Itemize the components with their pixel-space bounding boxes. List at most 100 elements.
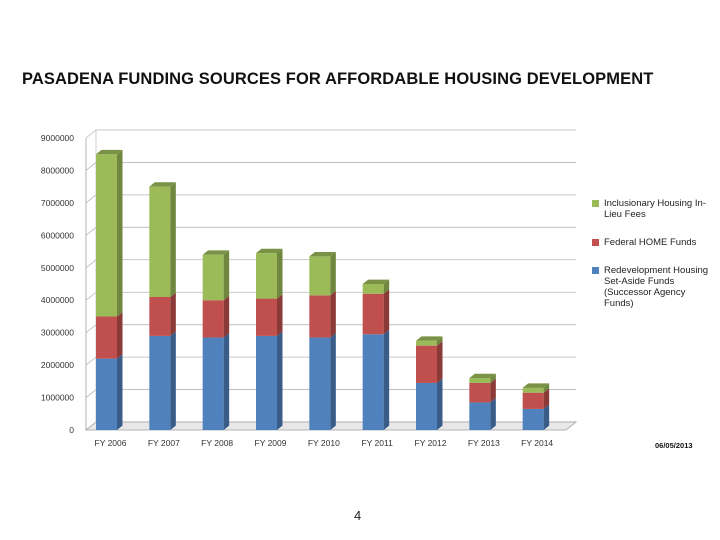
bar-segment [202, 254, 224, 301]
y-tick-label: 2000000 [41, 360, 74, 370]
legend-label-redevelopment-3: (Successor Agency Funds) [604, 287, 686, 309]
bar-segment-side [383, 289, 390, 335]
legend-item-redevelopment: Redevelopment Housing Set-Aside Funds (S… [592, 265, 714, 309]
bar-segment-side [330, 333, 336, 430]
bar-top [149, 182, 176, 187]
bar-segment [256, 298, 277, 336]
y-tick-label: 1000000 [41, 393, 74, 403]
bar-segment-side [170, 182, 176, 297]
bar-segment-side [117, 312, 123, 359]
y-tick-label: 7000000 [41, 198, 74, 208]
legend-swatch-redevelopment [592, 267, 599, 274]
legend-item-home: Federal HOME Funds [592, 237, 714, 248]
bar-segment [96, 358, 117, 430]
bar-segment [362, 334, 384, 430]
bar-segment-side [543, 388, 550, 409]
bar-segment [362, 284, 384, 294]
bar-segment-side [277, 248, 283, 299]
bar-segment-side [223, 333, 230, 430]
bar-segment [522, 392, 544, 409]
bar-segment-side [437, 336, 443, 346]
bar-top [202, 250, 230, 255]
bar-top [96, 149, 123, 155]
bar-segment-side [117, 149, 123, 317]
bar-segment [256, 335, 277, 430]
bar-segment [309, 337, 331, 430]
x-tick-label: FY 2007 [148, 438, 180, 448]
bar-segment [202, 300, 224, 338]
bar-segment-side [170, 331, 176, 430]
bar-segment [309, 295, 331, 338]
legend-item-inclusionary: Inclusionary Housing In- Lieu Fees [592, 198, 714, 220]
bar-top [362, 279, 390, 284]
x-tick-label: FY 2012 [415, 438, 447, 448]
bar-segment [149, 335, 171, 430]
bar-top [256, 248, 283, 254]
bar-top [309, 252, 336, 257]
legend-swatch-inclusionary [592, 200, 599, 207]
x-tick-label: FY 2008 [201, 438, 233, 448]
bar-segment-side [383, 279, 390, 294]
bar-segment [469, 402, 491, 430]
x-tick-label: FY 2009 [255, 438, 287, 448]
x-tick-label: FY 2006 [95, 438, 127, 448]
bar-segment-side [330, 290, 336, 338]
bar-segment [416, 382, 437, 430]
bar-segment [416, 340, 437, 346]
y-tick-label: 3000000 [41, 328, 74, 338]
bar-segment-side [223, 295, 230, 338]
legend-label-redevelopment-2: Set-Aside Funds [604, 276, 675, 287]
chart-title: PASADENA FUNDING SOURCES FOR AFFORDABLE … [22, 70, 654, 88]
bar-segment [362, 293, 384, 335]
date-label: 06/05/2013 [655, 441, 693, 450]
y-tick-label: 9000000 [41, 133, 74, 143]
bar-segment [256, 253, 277, 299]
bar-segment-side [490, 378, 496, 403]
x-tick-label: FY 2013 [468, 438, 500, 448]
y-tick-label: 0 [69, 425, 74, 435]
y-tick-label: 8000000 [41, 165, 74, 175]
bar-segment-side [277, 294, 283, 336]
bar-top [469, 373, 496, 379]
bar-segment [96, 154, 117, 317]
bar-top [522, 383, 550, 388]
bar-segment [149, 186, 171, 297]
x-tick-label: FY 2014 [521, 438, 553, 448]
x-tick-label: FY 2010 [308, 438, 340, 448]
bar-segment-side [383, 329, 390, 430]
bar-segment-side [330, 252, 336, 296]
bar-segment-side [490, 373, 496, 383]
y-tick-label: 5000000 [41, 263, 74, 273]
bar-segment [522, 387, 544, 393]
bar-segment [96, 316, 117, 359]
legend-label-inclusionary-2: Lieu Fees [604, 209, 646, 220]
bar-segment [149, 296, 171, 336]
bar-segment-side [223, 250, 230, 301]
bar-segment-side [277, 331, 283, 430]
bar-segment-side [437, 341, 443, 383]
legend-label-redevelopment-1: Redevelopment Housing [604, 265, 709, 276]
bar-segment [202, 337, 224, 430]
legend-label-home: Federal HOME Funds [604, 237, 697, 248]
bar-segment [469, 378, 491, 383]
legend-label-inclusionary-1: Inclusionary Housing In- [604, 198, 706, 209]
bar-top [416, 336, 443, 341]
x-tick-label: FY 2011 [361, 438, 393, 448]
legend-swatch-home [592, 239, 599, 246]
bar-segment [522, 408, 544, 430]
bar-segment [416, 345, 437, 383]
gridline [85, 162, 576, 171]
gridline [85, 129, 576, 139]
bar-segment-side [543, 404, 550, 430]
y-tick-label: 6000000 [41, 230, 74, 240]
bar-segment [309, 256, 331, 296]
bar-segment-side [170, 292, 176, 336]
legend: Inclusionary Housing In- Lieu Fees Feder… [592, 198, 714, 326]
bar-segment-side [437, 378, 443, 430]
bar-segment-side [117, 354, 123, 430]
bar-segment [469, 382, 491, 403]
bar-segment-side [490, 398, 496, 430]
bar-segment-side [543, 383, 550, 393]
y-tick-label: 4000000 [41, 295, 74, 305]
